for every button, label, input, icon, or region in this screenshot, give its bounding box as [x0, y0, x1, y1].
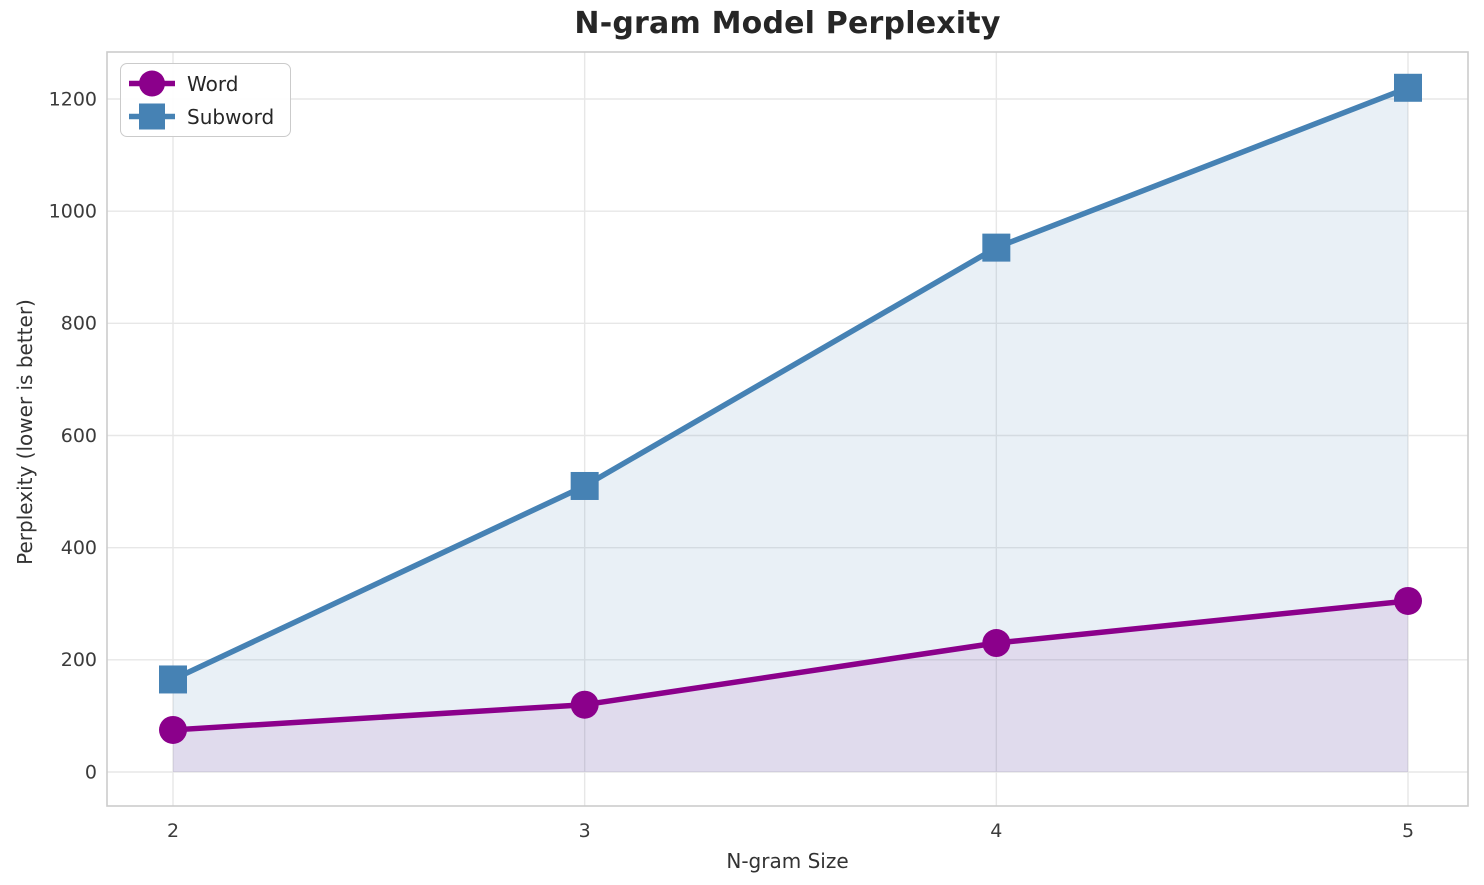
- word-area: [173, 600, 1408, 772]
- legend-label-word: Word: [187, 71, 239, 96]
- word-legend-circle: [139, 70, 165, 97]
- word-point: [982, 629, 1011, 658]
- subword-line-marker-icon: [129, 103, 175, 130]
- subword-line: [170, 85, 1411, 683]
- y-tick-label: 200: [61, 649, 97, 671]
- subword-point: [1394, 73, 1422, 102]
- y-axis-label: Perplexity (lower is better): [13, 299, 37, 565]
- x-tick-label: 4: [990, 820, 1002, 842]
- word-line: [170, 598, 1411, 733]
- subword-legend-square: [139, 103, 165, 130]
- x-tick-label: 2: [167, 820, 179, 842]
- y-tick-label: 600: [61, 425, 97, 447]
- word-point: [159, 715, 187, 744]
- subword-point: [570, 471, 599, 500]
- legend-item-subword: Subword: [127, 100, 274, 133]
- legend-label-subword: Subword: [187, 104, 275, 129]
- y-tick-label: 1200: [49, 88, 97, 110]
- chart-title: N-gram Model Perplexity: [574, 6, 1001, 41]
- y-tick-label: 800: [61, 313, 97, 335]
- x-axis-label: N-gram Size: [726, 849, 849, 873]
- subword-area: [173, 87, 1408, 773]
- word-point: [1394, 586, 1422, 615]
- y-tick-label: 1000: [49, 200, 97, 222]
- subword-point: [159, 665, 187, 694]
- word-point: [570, 690, 599, 719]
- y-tick-label: 400: [61, 537, 97, 559]
- x-tick-label: 5: [1402, 820, 1414, 842]
- word-line-marker-icon: [129, 70, 175, 97]
- legend-item-word: Word: [127, 67, 274, 100]
- legend: Word Subword: [120, 63, 292, 137]
- subword-point: [982, 233, 1011, 262]
- x-tick-label: 3: [579, 820, 591, 842]
- y-tick-label: 0: [85, 761, 97, 783]
- plot-border: [106, 51, 1469, 807]
